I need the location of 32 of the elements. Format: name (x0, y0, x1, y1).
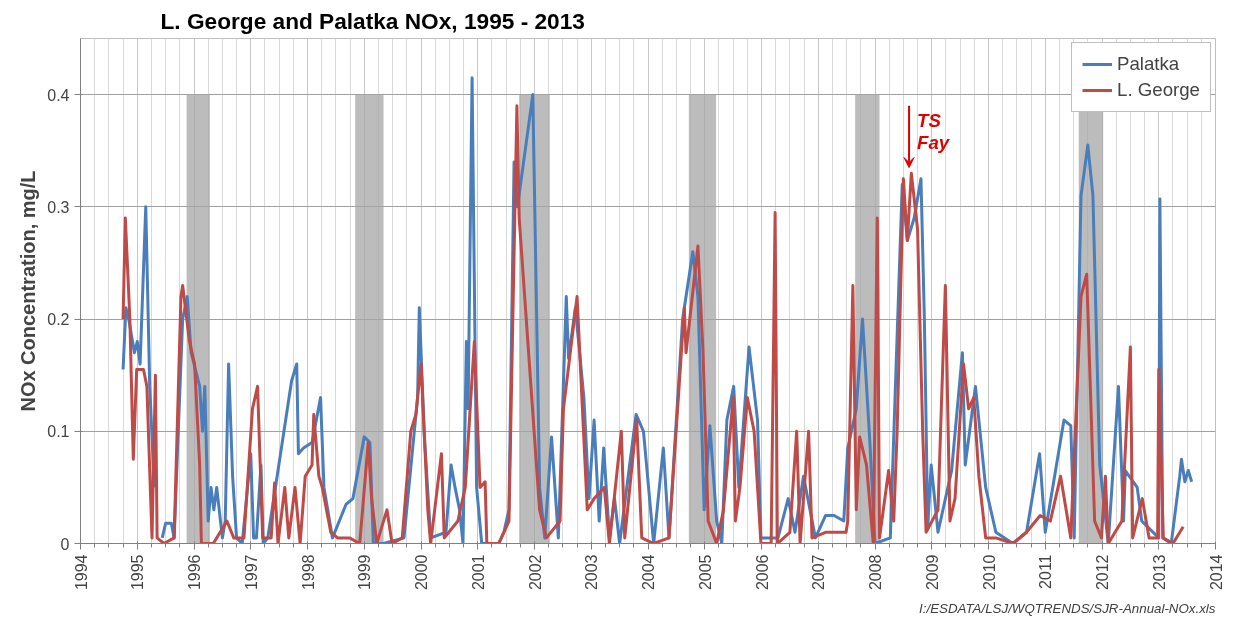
x-tick-label: 2004 (640, 554, 657, 591)
legend-label: L. George (1117, 79, 1200, 101)
x-tick-label: 1999 (356, 554, 374, 591)
y-tick-label: 0.4 (47, 86, 70, 104)
x-tick-label: 2009 (923, 554, 941, 591)
x-tick-label: 2014 (1207, 554, 1225, 591)
text: I:/ESDATA/LSJ/WQTRENDS/SJR-Annual-NOx.xls (919, 600, 1216, 616)
x-tick-label: 1995 (129, 554, 147, 591)
x-tick-label: 2008 (867, 554, 884, 591)
y-axis-title: NOx Concentration, mg/L (17, 170, 40, 412)
y-tick-label: 0.2 (47, 311, 70, 329)
x-tick-label: 2006 (753, 554, 771, 591)
legend-label: Palatka (1117, 53, 1180, 75)
x-tick-label: 2002 (526, 554, 544, 591)
x-tick-label: 2007 (810, 554, 828, 591)
y-tick-label: 0.1 (47, 423, 70, 441)
y-tick-label: 0.3 (47, 198, 70, 216)
y-tick-label: 0 (60, 535, 70, 553)
x-tick-label: 2003 (583, 554, 601, 591)
x-tick-label: 2010 (980, 554, 998, 591)
x-tick-label: 2005 (696, 554, 714, 591)
x-tick-label: 2000 (413, 554, 430, 591)
x-tick-label: 2001 (469, 554, 487, 591)
x-tick-label: 1997 (242, 554, 260, 591)
chart-title: L. George and Palatka NOx, 1995 - 2013 (160, 7, 585, 34)
x-tick-label: 2013 (1150, 554, 1168, 591)
x-tick-label: 1996 (186, 554, 203, 591)
x-tick-label: 1994 (72, 554, 90, 591)
x-tick-label: 2011 (1037, 554, 1055, 589)
annotation: TS Fay (917, 109, 951, 153)
x-tick-label: 2012 (1094, 554, 1111, 591)
x-tick-label: 1998 (299, 554, 317, 591)
